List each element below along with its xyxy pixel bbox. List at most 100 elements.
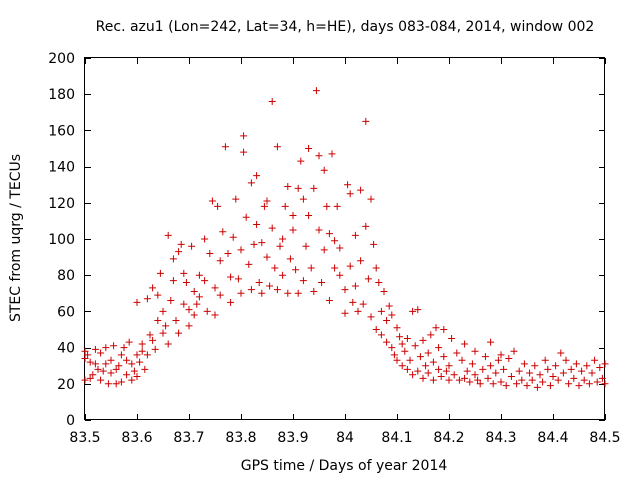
y-tick-label: 140	[48, 160, 75, 176]
data-point	[578, 367, 586, 375]
data-point	[450, 371, 458, 379]
data-point	[442, 367, 450, 375]
data-point	[263, 253, 271, 261]
data-point	[133, 351, 141, 359]
data-point	[505, 354, 513, 362]
data-point	[471, 347, 479, 355]
data-point	[455, 376, 463, 384]
data-point	[164, 340, 172, 348]
data-point	[138, 340, 146, 348]
data-point	[84, 351, 92, 359]
data-point	[305, 145, 313, 152]
data-point	[461, 374, 469, 382]
y-tick-label: 160	[48, 123, 75, 139]
data-point	[351, 231, 359, 239]
data-point	[112, 365, 120, 373]
data-point	[250, 240, 258, 248]
data-point	[281, 202, 289, 210]
data-point	[292, 266, 300, 274]
data-point	[362, 222, 370, 230]
data-point	[125, 338, 133, 346]
data-point	[164, 231, 172, 239]
data-point	[344, 181, 352, 189]
data-point	[370, 240, 378, 248]
plot-frame	[84, 57, 605, 420]
data-point	[211, 284, 219, 292]
data-point	[229, 233, 237, 241]
data-point	[396, 333, 404, 341]
data-point	[393, 324, 401, 332]
data-point	[253, 172, 261, 180]
data-point	[445, 362, 453, 370]
data-point	[424, 349, 432, 357]
data-point	[494, 356, 502, 364]
data-point	[104, 380, 112, 388]
data-point	[299, 195, 307, 203]
data-point	[429, 376, 437, 384]
data-point	[598, 374, 606, 382]
data-point	[445, 376, 453, 384]
data-point	[359, 300, 367, 308]
data-point	[149, 336, 157, 344]
data-point	[258, 289, 266, 297]
data-point	[531, 362, 539, 370]
data-point	[159, 307, 167, 315]
data-point	[533, 383, 541, 391]
data-point	[437, 373, 445, 381]
y-tick-label: 60	[57, 304, 75, 320]
data-point	[214, 202, 222, 210]
x-tick-label: 84.2	[433, 430, 464, 446]
data-point	[593, 378, 601, 386]
x-tick-label: 84.5	[589, 430, 620, 446]
data-point	[107, 356, 115, 364]
data-point	[143, 295, 151, 303]
data-point	[263, 197, 271, 205]
data-point	[208, 197, 216, 205]
data-point	[219, 228, 227, 236]
data-point	[99, 367, 107, 375]
data-point	[227, 273, 235, 281]
data-point	[518, 376, 526, 384]
x-tick-label: 84.1	[381, 430, 412, 446]
data-point	[541, 356, 549, 364]
data-point	[424, 369, 432, 377]
data-point	[294, 184, 302, 192]
data-point	[320, 246, 328, 254]
data-point	[336, 244, 344, 252]
data-point	[546, 382, 554, 390]
data-point	[552, 362, 560, 370]
data-point	[177, 240, 185, 248]
data-point	[461, 340, 469, 348]
data-point	[390, 351, 398, 359]
data-point	[286, 255, 294, 263]
data-point	[453, 349, 461, 357]
data-point	[110, 342, 118, 350]
data-point	[403, 335, 411, 343]
x-tick-labels: 83.5 83.6 83.7 83.8 83.9 84 84.1 84.2 84.3 84.4 84…	[69, 430, 620, 446]
data-point	[601, 360, 609, 368]
data-point	[601, 380, 609, 388]
data-point	[260, 202, 268, 210]
data-point	[180, 300, 188, 308]
data-point	[185, 322, 193, 330]
data-point	[487, 338, 495, 346]
x-tick-label: 83.9	[277, 430, 308, 446]
data-point	[203, 307, 211, 315]
data-point	[91, 360, 99, 368]
y-tick-label: 80	[57, 268, 75, 284]
data-point	[549, 373, 557, 381]
data-point	[474, 376, 482, 384]
data-point	[583, 362, 591, 370]
data-point	[427, 331, 435, 339]
data-point	[190, 287, 198, 295]
data-point	[294, 289, 302, 297]
data-point	[471, 371, 479, 379]
data-point	[466, 378, 474, 386]
data-point	[367, 313, 375, 321]
data-point	[570, 374, 578, 382]
data-point	[81, 347, 89, 355]
data-point	[149, 284, 157, 292]
data-point	[572, 360, 580, 368]
data-point	[432, 324, 440, 332]
x-tick-label: 83.7	[173, 430, 204, 446]
